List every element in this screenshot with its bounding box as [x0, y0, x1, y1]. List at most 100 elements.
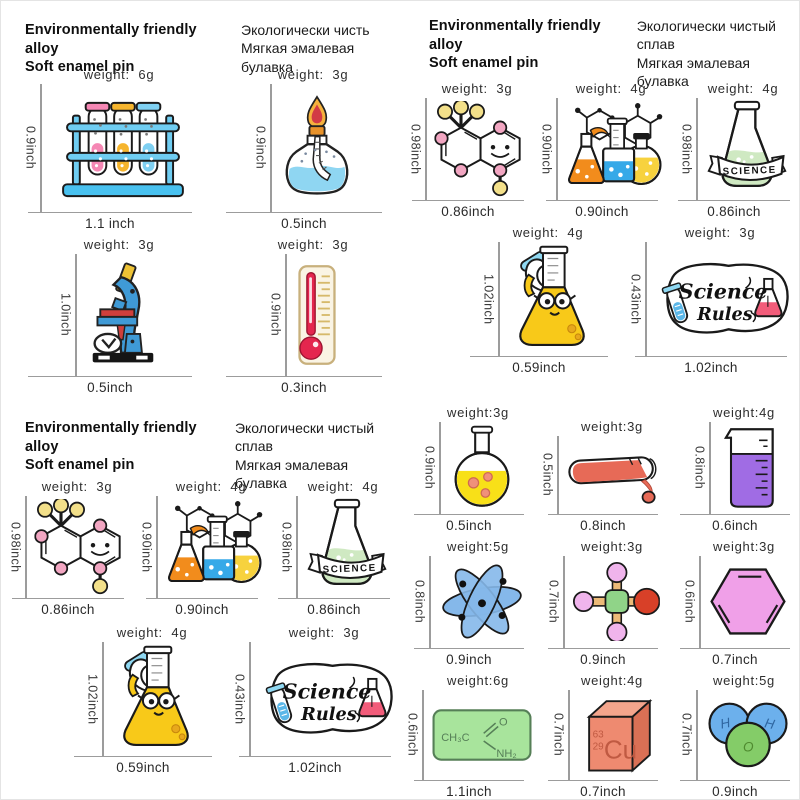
- header-en-line2: Soft enamel pin: [429, 55, 539, 72]
- height-value: 0.9inch: [422, 446, 437, 490]
- height-value: 0.7inch: [546, 580, 561, 624]
- width-value: 0.59inch: [116, 760, 170, 775]
- smiley-molecule-pin-icon: [34, 499, 128, 595]
- width-value: 0.3inch: [281, 380, 327, 395]
- width-value: 0.90inch: [175, 602, 229, 617]
- vertical-dimension-line: [102, 642, 104, 756]
- horizontal-dimension-line: [470, 355, 608, 357]
- width-dimension: 0.86inch: [403, 199, 533, 219]
- horizontal-dimension-line: [547, 513, 659, 515]
- horizontal-dimension-line: [239, 755, 391, 757]
- vertical-dimension-line: [696, 690, 698, 780]
- pin-card-ball-stick-molecule: weight:3g 0.7inch 0.9inch: [539, 539, 667, 667]
- section-bottom-left: Environmentally friendly alloy Soft enam…: [1, 401, 403, 799]
- flask-character-pin-icon: [111, 644, 201, 754]
- width-dimension: 0.59inch: [63, 755, 223, 775]
- height-value: 0.6inch: [405, 713, 420, 757]
- height-dimension: 0.8inch: [412, 556, 431, 648]
- height-value: 0.9inch: [268, 293, 283, 337]
- header-en-line1: Environmentally friendly alloy: [25, 420, 197, 455]
- science-banner-flask-pin-icon: [305, 498, 389, 596]
- section-header: Environmentally friendly alloy Soft enam…: [25, 419, 401, 493]
- header-en-line2: Soft enamel pin: [25, 457, 135, 474]
- pin-card-acetamide-formula: weight:6g 0.6inch 1.1inch: [405, 673, 533, 799]
- flask-character-pin-icon: [507, 244, 597, 354]
- width-dimension: 0.6inch: [671, 513, 799, 533]
- pin-card-science-banner-flask: weight: 4g 0.98inch 0.86inch: [669, 81, 799, 219]
- weight-label: weight: 4g: [175, 479, 247, 494]
- vertical-dimension-line: [425, 98, 427, 200]
- acetamide-formula-pin-icon: [431, 705, 533, 765]
- pin-card-flask-character: weight: 4g 1.02inch 0.59inch: [459, 225, 619, 375]
- horizontal-dimension-line: [547, 647, 659, 649]
- vertical-dimension-line: [270, 84, 272, 212]
- height-dimension: 0.7inch: [551, 690, 570, 780]
- width-dimension: 0.8inch: [539, 513, 667, 533]
- horizontal-dimension-line: [12, 597, 124, 599]
- height-value: 1.02inch: [481, 273, 496, 324]
- header-en-line1: Environmentally friendly alloy: [25, 22, 197, 57]
- width-value: 0.5inch: [446, 518, 492, 533]
- weight-label: weight:3g: [581, 539, 643, 554]
- width-dimension: 0.86inch: [669, 199, 799, 219]
- height-value: 0.98inch: [679, 123, 694, 174]
- width-value: 0.86inch: [307, 602, 361, 617]
- vertical-dimension-line: [296, 496, 298, 598]
- horizontal-dimension-line: [547, 779, 659, 781]
- weight-label: weight: 3g: [684, 225, 756, 240]
- header-en-line1: Environmentally friendly alloy: [429, 18, 601, 53]
- thermometer-pin-icon: [294, 263, 340, 367]
- height-dimension: 1.0inch: [58, 254, 77, 376]
- weight-label: weight: 4g: [307, 479, 379, 494]
- height-value: 0.5inch: [540, 453, 555, 497]
- vertical-dimension-line: [696, 98, 698, 200]
- weight-label: weight:4g: [713, 405, 775, 420]
- smiley-molecule-pin-icon: [434, 101, 528, 197]
- horizontal-dimension-line: [678, 199, 790, 201]
- weight-label: weight: 4g: [575, 81, 647, 96]
- header-ru-line1: Экологически чистый сплав: [636, 18, 776, 53]
- vertical-dimension-line: [498, 242, 500, 356]
- horizontal-dimension-line: [679, 779, 791, 781]
- width-value: 0.90inch: [575, 204, 629, 219]
- benzene-ring-pin-icon: [708, 566, 788, 637]
- height-dimension: 0.98inch: [279, 496, 298, 598]
- height-dimension: 0.9inch: [253, 84, 272, 212]
- alcohol-burner-pin-icon: [279, 95, 355, 201]
- height-dimension: 1.02inch: [85, 642, 104, 756]
- weight-label: weight: 3g: [288, 625, 360, 640]
- width-value: 0.7inch: [712, 652, 758, 667]
- height-value: 0.9inch: [253, 126, 268, 170]
- copper-element-cube-pin-icon: [577, 696, 655, 774]
- weight-label: weight: 3g: [441, 81, 513, 96]
- vertical-dimension-line: [563, 556, 565, 648]
- horizontal-dimension-line: [146, 597, 258, 599]
- horizontal-dimension-line: [225, 375, 383, 377]
- ball-stick-molecule-pin-icon: [572, 562, 660, 641]
- header-ru-line1: Экологически чисть: [241, 22, 370, 38]
- header-russian: Экологически чисть Мягкая эмалевая булав…: [241, 21, 401, 77]
- vertical-dimension-line: [25, 496, 27, 598]
- weight-label: weight:4g: [581, 673, 643, 688]
- pin-card-lab-flask-set: weight: 4g 0.90inch 0.90inch: [537, 81, 667, 219]
- width-value: 0.59inch: [512, 360, 566, 375]
- pin-card-lab-flask-set: weight: 4g 0.90inch 0.90inch: [137, 479, 267, 617]
- width-dimension: 0.86inch: [269, 597, 399, 617]
- vertical-dimension-line: [439, 422, 441, 514]
- pouring-test-tube-pin-icon: [566, 443, 666, 506]
- height-dimension: 0.43inch: [232, 642, 251, 756]
- weight-label: weight: 4g: [512, 225, 584, 240]
- height-value: 0.8inch: [692, 446, 707, 490]
- horizontal-dimension-line: [278, 597, 390, 599]
- height-dimension: 0.6inch: [682, 556, 701, 648]
- pin-card-science-rules: weight: 3g 0.43inch 1.02inch: [227, 625, 403, 775]
- height-value: 0.8inch: [412, 580, 427, 624]
- width-dimension: 0.9inch: [405, 647, 533, 667]
- pin-card-water-molecule: weight:5g 0.7inch 0.9inch: [671, 673, 799, 799]
- section-top-left: Environmentally friendly alloy Soft enam…: [1, 1, 401, 401]
- header-russian: Экологически чистый сплав Мягкая эмалева…: [235, 419, 401, 493]
- vertical-dimension-line: [40, 84, 42, 212]
- vertical-dimension-line: [75, 254, 77, 376]
- height-dimension: 0.98inch: [408, 98, 427, 200]
- width-dimension: 1.1 inch: [15, 211, 205, 231]
